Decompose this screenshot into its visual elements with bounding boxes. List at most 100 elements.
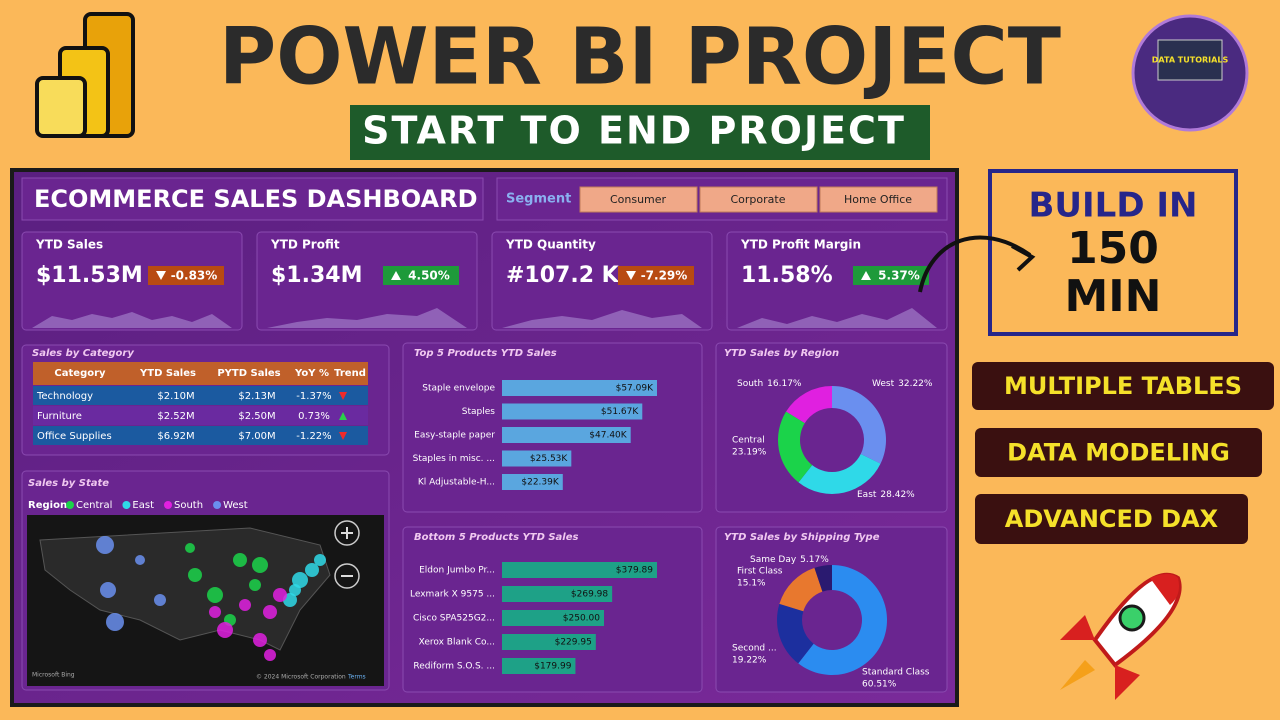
feature-box [972, 362, 1274, 410]
zoom-button[interactable] [334, 520, 360, 546]
bar-name: Staples in misc. ... [413, 454, 495, 464]
table-cell: Office Supplies [37, 431, 112, 442]
table-row [33, 406, 368, 425]
segment-button[interactable] [699, 186, 818, 213]
feature-box [975, 428, 1262, 477]
table-cell: Technology [36, 391, 93, 402]
rocket [1060, 572, 1182, 700]
segment-button-label: Home Office [844, 193, 912, 206]
slice-label-line: East 28.42% [857, 490, 915, 500]
map-bubble [249, 579, 261, 591]
map-bubble [263, 605, 277, 619]
kpi-value: $11.53M [36, 263, 143, 288]
segment-button-label: Consumer [610, 193, 667, 206]
bar-name: Kl Adjustable-H... [418, 478, 495, 488]
sparkline [267, 308, 467, 328]
slice-name: South [737, 379, 763, 389]
table-header-cell: YoY % [294, 368, 329, 379]
subtitle: START TO END PROJECT [362, 109, 906, 153]
arrow-head [1011, 244, 1036, 272]
kpi-change: 5.37% [878, 269, 920, 283]
badge-line: 150 [1067, 223, 1159, 274]
slice-label-line: West 32.22% [872, 379, 933, 389]
bar [502, 403, 643, 420]
bar-name: Cisco SPA525G2... [413, 614, 495, 624]
panel [715, 342, 948, 513]
trend-arrow [339, 432, 347, 440]
legend-dot [66, 501, 74, 509]
kpi-label: YTD Sales [35, 238, 103, 252]
slice-label: 60.51% [862, 680, 897, 690]
slice-label: 28.42% [880, 490, 915, 500]
kpi-value: $1.34M [271, 263, 362, 288]
table-row [33, 426, 368, 445]
map-bubble [100, 582, 116, 598]
segment-button[interactable] [579, 186, 698, 213]
table-cell: 0.73% [298, 411, 330, 422]
map-bubble [209, 606, 221, 618]
kpi-change: 4.50% [408, 269, 450, 283]
panel-title: YTD Sales by Shipping Type [724, 532, 880, 543]
bar-label: $179.99 [534, 662, 571, 672]
table-header [33, 362, 368, 385]
kpi-value: #107.2 K [506, 263, 620, 288]
map-bubble [252, 557, 268, 573]
bar-label: $379.89 [616, 566, 653, 576]
segment-button-label: Corporate [731, 193, 786, 206]
map-bubble [239, 599, 251, 611]
slice-name: Standard Class [862, 668, 930, 678]
map-credit: Microsoft Bing [32, 672, 75, 679]
kpi-change-box [383, 266, 459, 285]
logo-text: DATA TUTORIALS [1152, 56, 1229, 65]
slice-name: Same Day [750, 555, 797, 565]
table-header-cell: YTD Sales [139, 368, 196, 379]
map-bubble [96, 536, 114, 554]
panel [726, 231, 948, 331]
slice-name: West [872, 379, 895, 389]
slice-name: Central [732, 436, 765, 446]
map-bubble [135, 555, 145, 565]
map-credit: © 2024 Microsoft Corporation [256, 674, 346, 681]
segment-button[interactable] [819, 186, 938, 213]
bar [502, 634, 596, 650]
bar [502, 380, 657, 396]
segment-label: Segment [506, 192, 571, 207]
kpi-label: YTD Quantity [505, 238, 596, 252]
map-bubble [154, 594, 166, 606]
panel [715, 526, 948, 693]
bar [502, 474, 563, 490]
table-cell: $2.50M [238, 411, 275, 422]
trend-arrow [339, 392, 347, 400]
map-bubble [273, 588, 287, 602]
map-bubble [264, 649, 276, 661]
kpi-change-box [148, 266, 224, 285]
slice-label: 23.19% [732, 448, 767, 458]
slice-label: 5.17% [800, 555, 829, 565]
panel [21, 231, 243, 331]
slice-name: East [857, 490, 877, 500]
map-bubble [185, 543, 195, 553]
bar [502, 610, 605, 626]
donut-slice [798, 454, 881, 495]
panel [256, 231, 478, 331]
legend-label: South [174, 500, 203, 511]
kpi-arrow [861, 271, 871, 280]
bar [502, 586, 613, 602]
sparkline [502, 310, 702, 328]
table-cell: -1.22% [296, 431, 331, 442]
legend-dot [122, 501, 131, 509]
badge [988, 169, 1238, 336]
kpi-value: 11.58% [741, 263, 833, 288]
subtitle-box [350, 105, 930, 160]
table-cell: $6.92M [157, 431, 194, 442]
bar-label: $47.40K [589, 431, 627, 441]
map-bubble [253, 633, 267, 647]
map-bubble [233, 553, 247, 567]
donut-slice [786, 386, 832, 424]
bar-name: Rediform S.O.S. ... [413, 662, 495, 672]
zoom-button[interactable] [334, 563, 360, 589]
panel-title: Sales by State [28, 478, 109, 489]
map-bubble [217, 622, 233, 638]
kpi-arrow [626, 271, 636, 280]
